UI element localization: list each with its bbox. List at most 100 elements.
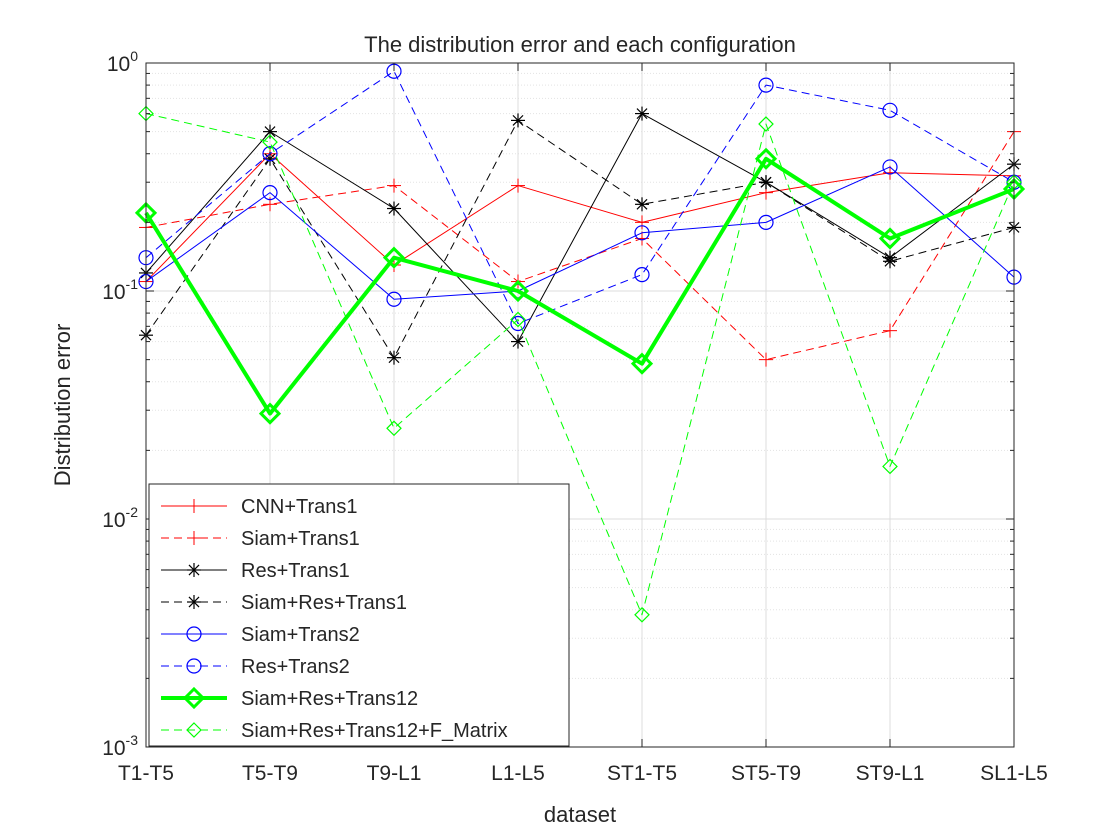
data-point: [387, 201, 401, 216]
data-point: [511, 178, 525, 193]
data-point: [263, 124, 277, 139]
marker-shape: [630, 352, 654, 375]
data-point: [510, 311, 526, 328]
marker-shape: [386, 291, 402, 307]
data-point: [878, 227, 902, 250]
data-point: [759, 352, 773, 367]
data-point: [634, 606, 650, 623]
x-tick-label: ST5-T9: [731, 762, 801, 785]
series-line-1: [145, 131, 1015, 361]
data-point: [883, 323, 897, 338]
legend: CNN+Trans1 Siam+Trans1 Res+Trans1 Siam+Res+…: [148, 483, 570, 747]
plot-frame: [145, 62, 1015, 748]
data-point: [635, 106, 649, 121]
marker-shape: [634, 267, 650, 283]
marker-stroke: [636, 108, 648, 120]
marker-shape: [882, 102, 898, 118]
data-point: [759, 175, 773, 190]
legend-swatch-marker: [187, 531, 201, 545]
marker-shape: [506, 279, 530, 303]
series-line-7: [145, 113, 1015, 616]
legend-swatch-marker: [187, 595, 201, 609]
legend-item: Res+Trans2: [161, 656, 350, 678]
data-point: [754, 147, 778, 170]
data-point: [758, 214, 774, 230]
marker-shape: [262, 146, 278, 162]
marker-stroke: [512, 114, 524, 126]
legend-item: CNN+Trans1: [161, 496, 358, 518]
marker-shape: [258, 402, 282, 425]
data-point: [882, 458, 898, 475]
x-tick-label: T5-T9: [242, 762, 298, 785]
marker-shape: [186, 722, 202, 738]
legend-label: Siam+Trans1: [241, 528, 360, 550]
marker-shape: [882, 159, 898, 175]
series-line-6: [144, 156, 1015, 416]
data-point: [386, 291, 402, 307]
series-line-2: [145, 113, 1015, 343]
data-point: [630, 352, 654, 375]
series-line-3: [145, 119, 1015, 359]
legend-swatch-marker: [187, 563, 201, 577]
marker-shape: [882, 458, 898, 475]
data-point: [511, 334, 525, 349]
data-point: [511, 113, 525, 128]
y-tick-exponent: -3: [126, 732, 139, 748]
series-line-4: [145, 166, 1015, 300]
x-axis-label: dataset: [544, 802, 616, 827]
data-point: [882, 159, 898, 175]
data-point: [634, 267, 650, 283]
y-tick-exponent: -1: [126, 276, 139, 292]
marker-shape: [510, 315, 526, 332]
legend-item: Siam+Res+Trans12: [161, 686, 418, 710]
data-point: [262, 185, 278, 201]
data-point: [387, 350, 401, 365]
marker-shape: [758, 77, 774, 93]
marker-stroke: [388, 203, 400, 214]
legend-label: Siam+Res+Trans1: [241, 592, 407, 614]
marker-shape: [754, 147, 778, 170]
marker-shape: [634, 225, 650, 241]
legend-item: Siam+Res+Trans1: [161, 592, 407, 614]
marker-shape: [186, 626, 202, 642]
marker-shape: [262, 134, 278, 150]
series-line-5: [145, 70, 1015, 325]
marker-stroke: [264, 153, 276, 165]
marker-shape: [382, 246, 406, 269]
data-point: [510, 315, 526, 332]
data-point: [635, 197, 649, 212]
marker-stroke: [188, 564, 200, 576]
y-tick-exponent: -2: [126, 504, 139, 520]
legend-label: Siam+Res+Trans12+F_Matrix: [241, 720, 508, 742]
legend-item: Siam+Trans2: [161, 624, 360, 646]
data-point: [883, 254, 897, 269]
data-point: [262, 134, 278, 150]
legend-swatch-marker: [186, 722, 202, 738]
marker-shape: [634, 606, 650, 623]
chart-title: The distribution error and each configur…: [364, 32, 796, 57]
marker-shape: [510, 311, 526, 328]
legend-swatch-marker: [182, 686, 206, 710]
axes: T1-T5 T5-T9 T9-L1 L1-L5 ST1-T5 ST5-T9 ST9-L1 SL…: [102, 48, 1048, 785]
x-tick-label: ST9-L1: [856, 762, 925, 785]
legend-item: Res+Trans1: [161, 560, 350, 582]
data-point: [387, 178, 401, 193]
data-point: [258, 402, 282, 425]
legend-swatch-marker: [186, 658, 202, 674]
marker-stroke: [636, 198, 648, 210]
legend-label: Siam+Res+Trans12: [241, 688, 418, 710]
marker-stroke: [884, 255, 896, 267]
data-point: [635, 215, 649, 230]
marker-stroke: [388, 352, 400, 364]
data-point: [382, 246, 406, 269]
x-tick-label: T1-T5: [118, 762, 174, 785]
marker-shape: [262, 185, 278, 201]
legend-label: Siam+Trans2: [241, 624, 360, 646]
marker-stroke: [264, 126, 276, 138]
x-tick-label: ST1-T5: [607, 762, 677, 785]
data-point: [758, 77, 774, 93]
marker-shape: [182, 686, 206, 710]
data-point: [262, 146, 278, 162]
x-tick-label: SL1-L5: [980, 762, 1048, 785]
